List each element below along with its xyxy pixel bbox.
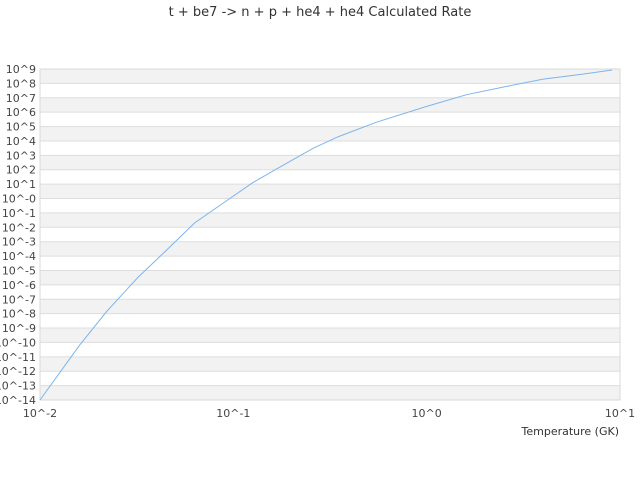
y-tick-label: 10^6 (6, 106, 36, 119)
grid-band (40, 356, 620, 372)
y-tick-label: 10^2 (6, 164, 36, 177)
y-tick-label: 10^3 (6, 149, 36, 162)
x-axis-label: Temperature (GK) (521, 425, 620, 438)
x-tick-label: 10^1 (605, 407, 635, 420)
y-tick-label: 10^-13 (0, 380, 36, 393)
y-tick-label: 10^-7 (2, 293, 36, 306)
series-line (39, 69, 613, 401)
y-tick-label: 10^-14 (0, 394, 36, 407)
y-tick-label: 10^-0 (2, 193, 36, 206)
grid-band (40, 69, 620, 84)
grid-band (40, 155, 620, 170)
y-tick-label: 10^-2 (2, 221, 36, 234)
y-tick-label: 10^9 (6, 63, 36, 76)
chart-title: t + be7 -> n + p + he4 + he4 Calculated … (169, 5, 472, 20)
grid-band (40, 385, 620, 400)
y-tick-label: 10^1 (6, 178, 36, 191)
y-tick-label: 10^7 (6, 92, 36, 105)
grid-band (40, 97, 620, 113)
grid-band (40, 328, 620, 343)
x-axis-tick-labels: 10^-2 10^-1 10^0 10^1 (23, 407, 635, 420)
y-tick-label: 10^8 (6, 77, 36, 90)
grid-band (40, 270, 620, 285)
y-tick-label: 10^-12 (0, 365, 36, 378)
plot-frame (39, 68, 621, 401)
grid-band (40, 299, 620, 314)
y-tick-label: 10^4 (6, 135, 36, 148)
y-tick-label: 10^5 (6, 121, 36, 134)
grid-band (40, 126, 620, 141)
x-tick-label: 10^-1 (216, 407, 250, 420)
grid-band (40, 184, 620, 199)
y-tick-label: 10^-6 (2, 279, 36, 292)
y-tick-label: 10^-3 (2, 236, 36, 249)
series-group (39, 69, 613, 401)
y-tick-label: 10^-1 (2, 207, 36, 220)
grid-band (40, 212, 620, 228)
y-tick-label: 10^-11 (0, 351, 36, 364)
y-tick-label: 10^-10 (0, 336, 36, 349)
y-tick-label: 10^-8 (2, 308, 36, 321)
x-tick-label: 10^0 (412, 407, 442, 420)
y-tick-label: 10^-4 (2, 250, 36, 263)
y-tick-label: 10^-9 (2, 322, 36, 335)
y-tick-label: 10^-5 (2, 264, 36, 277)
y-axis-tick-labels: 10^910^8 10^710^6 10^510^410^3 10^210^1 10^-… (0, 63, 36, 407)
grid-band (40, 241, 620, 257)
x-tick-label: 10^-2 (23, 407, 57, 420)
grid-bands (40, 68, 620, 401)
